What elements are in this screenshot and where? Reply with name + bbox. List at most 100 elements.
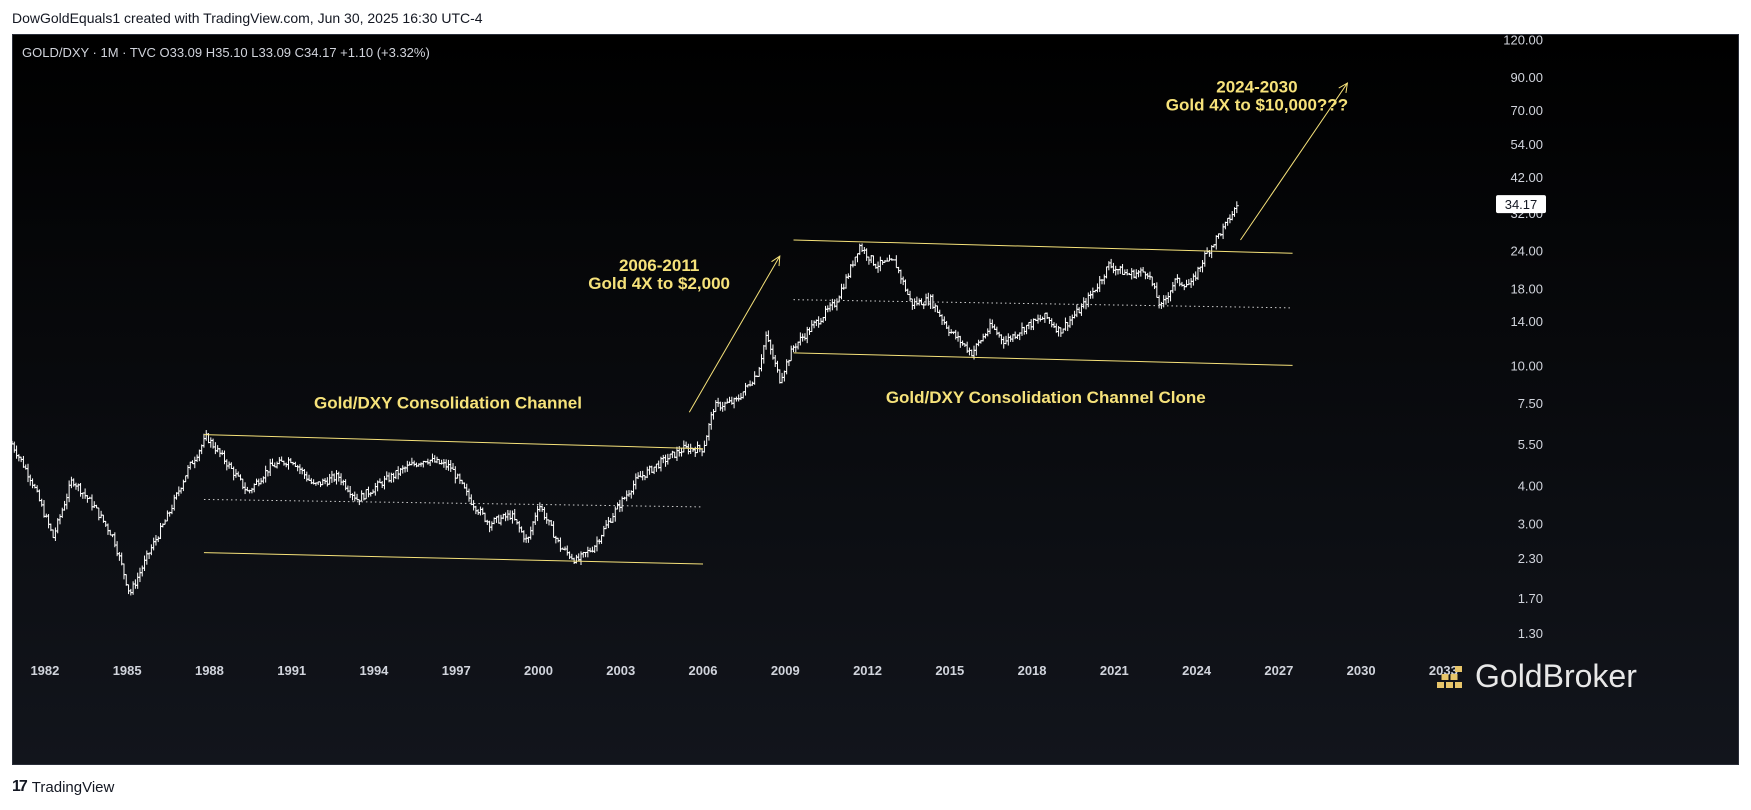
price-bar xyxy=(105,523,110,535)
tradingview-footer-text: TradingView xyxy=(31,778,115,796)
price-bar xyxy=(770,344,775,360)
x-tick-label: 1991 xyxy=(277,663,306,678)
price-bar xyxy=(126,584,131,595)
price-bar xyxy=(736,394,741,402)
price-bar xyxy=(131,581,136,595)
price-bar xyxy=(117,551,122,561)
price-bar xyxy=(935,305,940,313)
price-bar xyxy=(985,328,990,337)
price-bar xyxy=(1168,290,1173,302)
price-bar xyxy=(585,546,590,558)
annotation-line: Gold 4X to $2,000 xyxy=(588,274,730,293)
y-tick-label: 120.00 xyxy=(1503,32,1543,47)
price-bar xyxy=(39,498,44,507)
price-bar xyxy=(1042,312,1047,323)
annotation-line: 2006-2011 xyxy=(619,256,699,275)
price-bar xyxy=(636,472,641,480)
price-bar xyxy=(1022,326,1027,335)
price-bar xyxy=(183,475,188,483)
price-bar xyxy=(275,461,280,469)
x-tick-label: 2009 xyxy=(771,663,800,678)
price-bar xyxy=(887,254,892,262)
tradingview-footer[interactable]: 17 TradingView xyxy=(12,778,114,796)
price-bar xyxy=(700,448,705,457)
price-bar xyxy=(140,565,145,577)
price-bar xyxy=(702,440,707,453)
chart-plot-area[interactable] xyxy=(12,34,1739,765)
price-bar xyxy=(610,512,615,523)
price-bar xyxy=(441,459,446,468)
price-bar xyxy=(1006,333,1011,346)
price-bar xyxy=(1152,282,1157,290)
price-bar xyxy=(1067,315,1072,328)
x-tick-label: 1985 xyxy=(113,663,142,678)
price-bar xyxy=(976,339,981,347)
price-bar xyxy=(261,476,266,484)
price-bar xyxy=(412,460,417,467)
price-bar xyxy=(78,482,83,497)
price-bar xyxy=(981,333,986,342)
price-bar xyxy=(382,475,387,490)
price-bar xyxy=(279,456,284,462)
price-bar xyxy=(165,510,170,522)
x-tick-label: 1982 xyxy=(30,663,59,678)
price-bar xyxy=(153,535,158,546)
x-tick-label: 1994 xyxy=(359,663,389,678)
price-bar xyxy=(946,325,951,337)
price-bar xyxy=(853,256,858,267)
price-bar xyxy=(638,471,643,478)
channel-line-6 xyxy=(793,352,1293,366)
price-bar xyxy=(327,473,332,485)
price-bar xyxy=(487,520,492,533)
y-tick-label: 70.00 xyxy=(1510,103,1543,118)
price-bar xyxy=(738,393,743,401)
y-tick-label: 24.00 xyxy=(1510,244,1543,259)
price-bar xyxy=(256,478,261,487)
price-bar xyxy=(453,466,458,484)
annotation-3: Gold/DXY Consolidation Channel Clone xyxy=(886,388,1206,407)
price-bar xyxy=(1049,318,1054,328)
price-bar xyxy=(686,443,691,455)
annotation-line: 2024-2030 xyxy=(1216,78,1297,97)
price-bar xyxy=(896,266,901,274)
trend-arrow-1 xyxy=(688,255,781,413)
price-bar xyxy=(953,329,958,340)
price-bar xyxy=(405,460,410,472)
price-bar xyxy=(419,462,424,467)
price-bar xyxy=(743,382,748,396)
arrow-shaft xyxy=(688,255,781,413)
arrow-head-icon xyxy=(1338,82,1349,94)
price-bar xyxy=(448,460,453,472)
price-bar xyxy=(764,331,769,350)
price-bar xyxy=(1143,271,1148,280)
price-bar xyxy=(227,461,232,469)
price-bar xyxy=(1225,217,1230,226)
price-bar xyxy=(921,302,926,310)
price-bar xyxy=(103,520,108,527)
price-bar xyxy=(1122,269,1127,275)
price-bar xyxy=(380,480,385,488)
price-bar xyxy=(263,465,268,483)
price-bar xyxy=(400,465,405,474)
price-bar xyxy=(393,469,398,480)
price-bar xyxy=(933,303,938,313)
annotation-line: Gold/DXY Consolidation Channel xyxy=(314,393,582,412)
price-bar xyxy=(357,499,362,506)
price-bar xyxy=(674,446,679,461)
price-bar xyxy=(188,461,193,470)
x-tick-label: 2003 xyxy=(606,663,635,678)
price-bar xyxy=(567,551,572,560)
price-bar xyxy=(14,445,19,459)
price-bar xyxy=(425,458,430,465)
price-bar xyxy=(286,457,291,470)
y-axis: 120.0090.0070.0054.0042.0032.0024.0018.0… xyxy=(1503,32,1543,641)
price-bar xyxy=(320,478,325,486)
price-bar xyxy=(446,459,451,471)
x-tick-label: 2012 xyxy=(853,663,882,678)
price-bar xyxy=(908,290,913,302)
price-bars-group xyxy=(10,201,1239,596)
price-bar xyxy=(828,302,833,312)
price-bar xyxy=(371,489,376,494)
